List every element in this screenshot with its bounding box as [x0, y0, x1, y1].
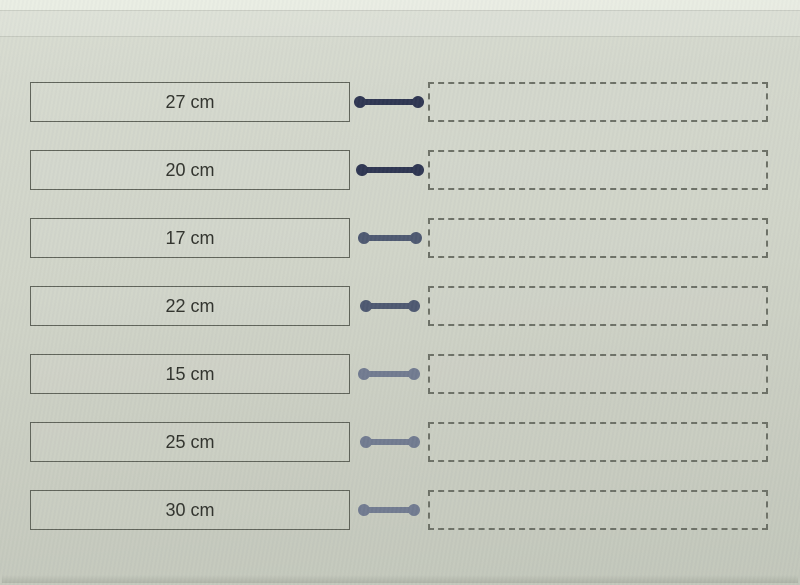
connector-bar — [366, 439, 414, 445]
screen-bottom-shadow — [2, 575, 798, 583]
drop-target[interactable] — [428, 218, 768, 258]
connector-endpoint-right[interactable] — [408, 504, 420, 516]
measurement-box[interactable]: 20 cm — [30, 150, 350, 190]
matching-row: 15 cm — [30, 354, 780, 398]
connector-bar — [364, 235, 416, 241]
measurement-box[interactable]: 22 cm — [30, 286, 350, 326]
matching-row: 30 cm — [30, 490, 780, 534]
measurement-label: 25 cm — [165, 432, 214, 453]
measurement-label: 22 cm — [165, 296, 214, 317]
connector-endpoint-right[interactable] — [412, 164, 424, 176]
connector-endpoint-left[interactable] — [358, 232, 370, 244]
connector-endpoint-left[interactable] — [360, 436, 372, 448]
matching-row: 20 cm — [30, 150, 780, 194]
connector-bar — [364, 507, 414, 513]
connector-bar — [364, 371, 414, 377]
matching-row: 22 cm — [30, 286, 780, 330]
connector-bar — [362, 167, 418, 173]
window-chrome-toolbar — [0, 10, 800, 37]
connector-endpoint-right[interactable] — [412, 96, 424, 108]
measurement-label: 20 cm — [165, 160, 214, 181]
connector-endpoint-right[interactable] — [408, 368, 420, 380]
matching-row: 17 cm — [30, 218, 780, 262]
drop-target[interactable] — [428, 286, 768, 326]
connector-endpoint-left[interactable] — [360, 300, 372, 312]
measurement-label: 27 cm — [165, 92, 214, 113]
drop-target[interactable] — [428, 150, 768, 190]
connector-endpoint-right[interactable] — [408, 436, 420, 448]
measurement-box[interactable]: 30 cm — [30, 490, 350, 530]
drop-target[interactable] — [428, 422, 768, 462]
connector-bar — [366, 303, 414, 309]
connector-endpoint-left[interactable] — [356, 164, 368, 176]
connector-endpoint-left[interactable] — [358, 368, 370, 380]
screen: 27 cm 20 cm 17 cm 22 cm 15 cm 25 cm 30 cm — [0, 0, 800, 585]
connector-bar — [360, 99, 418, 105]
measurement-box[interactable]: 17 cm — [30, 218, 350, 258]
measurement-box[interactable]: 15 cm — [30, 354, 350, 394]
connector-endpoint-left[interactable] — [354, 96, 366, 108]
measurement-box[interactable]: 27 cm — [30, 82, 350, 122]
drop-target[interactable] — [428, 354, 768, 394]
matching-row: 25 cm — [30, 422, 780, 466]
matching-rows-container: 27 cm 20 cm 17 cm 22 cm 15 cm 25 cm 30 cm — [30, 82, 780, 558]
drop-target[interactable] — [428, 490, 768, 530]
measurement-label: 30 cm — [165, 500, 214, 521]
connector-endpoint-left[interactable] — [358, 504, 370, 516]
connector-endpoint-right[interactable] — [410, 232, 422, 244]
measurement-box[interactable]: 25 cm — [30, 422, 350, 462]
matching-row: 27 cm — [30, 82, 780, 126]
measurement-label: 15 cm — [165, 364, 214, 385]
connector-endpoint-right[interactable] — [408, 300, 420, 312]
measurement-label: 17 cm — [165, 228, 214, 249]
drop-target[interactable] — [428, 82, 768, 122]
